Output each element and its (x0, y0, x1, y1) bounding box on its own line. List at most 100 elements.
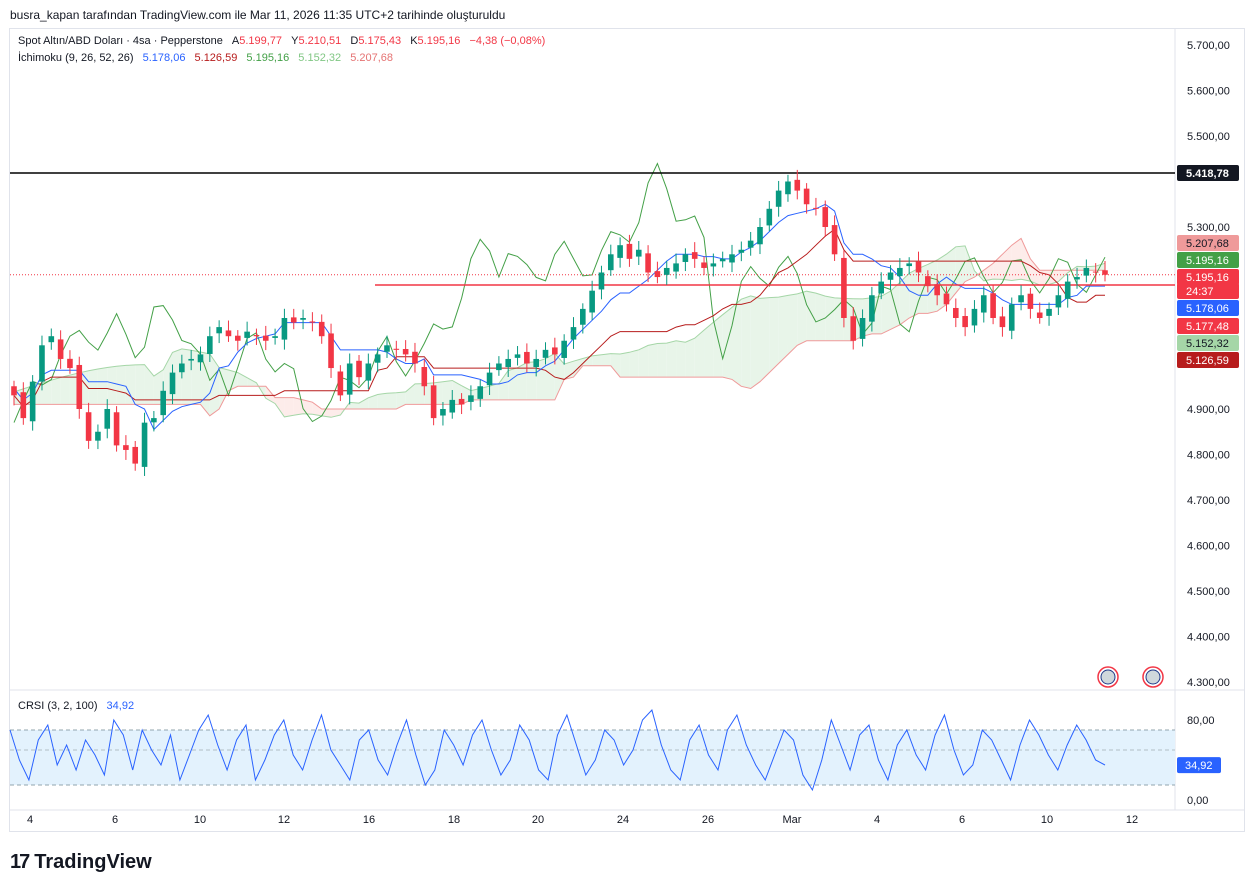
ichimoku-cloud-segment (144, 364, 154, 405)
candle-body (953, 307, 959, 318)
price-tag-text: 5.177,48 (1186, 321, 1229, 333)
ichimoku-cloud-segment (1030, 258, 1040, 286)
candle-body (514, 354, 521, 358)
candle-body (831, 225, 838, 255)
candle-body (729, 254, 735, 263)
ichimoku-cloud-segment (442, 380, 453, 405)
ichimoku-cloud-segment (452, 380, 462, 405)
ichimoku-cloud-segment (778, 295, 788, 364)
ichimoku-span-b-line (14, 237, 1105, 417)
date-tick-label: 4 (27, 814, 33, 826)
price-tick-label: 5.700,00 (1187, 40, 1230, 52)
candle-body (906, 263, 912, 267)
candle-body (234, 335, 241, 341)
candle-body (822, 207, 829, 227)
candle-body (272, 336, 278, 338)
price-tick-label: 4.800,00 (1187, 450, 1230, 462)
crsi-legend[interactable]: CRSI (3, 2, 100) 34,92 (18, 700, 134, 712)
ichimoku-cloud-segment (51, 377, 61, 405)
ichimoku-label: İchimoku (9, 26, 52, 26) (18, 52, 134, 64)
candle-body (67, 358, 73, 369)
ichimoku-tenkan-value: 5.178,06 (142, 52, 186, 64)
candle-body (934, 284, 940, 296)
crsi-value: 34,92 (106, 700, 135, 712)
candle-body (878, 281, 885, 294)
price-tag-text: 24:37 (1186, 286, 1214, 298)
candle-body (225, 330, 232, 337)
date-tick-label: 18 (448, 814, 460, 826)
candle-body (449, 399, 456, 413)
candle-body (412, 351, 418, 364)
attribution-text: busra_kapan tarafından TradingView.com i… (10, 8, 506, 22)
candle-body (887, 272, 894, 280)
candle-body (598, 272, 605, 290)
candle-body (1083, 267, 1090, 276)
ichimoku-cloud-segment (135, 364, 145, 405)
ichimoku-cloud-segment (648, 343, 658, 378)
date-tick-label: 20 (532, 814, 544, 826)
candle-body (179, 363, 185, 373)
candle-body (113, 412, 120, 446)
candle-body (673, 263, 679, 272)
price-tag (1177, 318, 1239, 334)
price-tag (1177, 269, 1239, 285)
candle-body (766, 208, 773, 226)
close-label: K (410, 35, 418, 47)
candle-body (328, 333, 334, 369)
price-tag (1177, 335, 1239, 351)
candle-body (337, 371, 344, 396)
ichimoku-cloud-segment (927, 259, 938, 314)
candle-body (290, 317, 297, 323)
open-value: 5.199,77 (239, 35, 283, 47)
crsi-label: CRSI (3, 2, 100) (18, 700, 98, 712)
tradingview-logo[interactable]: 17 TradingView (10, 851, 152, 874)
crsi-tick-label: 0,00 (1187, 795, 1208, 807)
ichimoku-cloud-segment (582, 355, 593, 366)
event-flag-icon-inner (1145, 669, 1161, 685)
candle-body (794, 179, 801, 191)
candle-body (859, 318, 866, 339)
close-value: 5.195,16 (417, 35, 461, 47)
candle-body (710, 263, 717, 267)
symbol-legend: Spot Altın/ABD Doları · 4sa · Pepperston… (18, 35, 545, 47)
ichimoku-cloud-segment (797, 291, 807, 346)
candle-body (356, 360, 362, 378)
event-flag-icon-inner (1100, 669, 1116, 685)
candle-body (216, 327, 222, 334)
candle-body (477, 386, 484, 399)
price-tick-label: 4.600,00 (1187, 541, 1230, 553)
candle-body (384, 345, 390, 352)
high-label: Y (291, 35, 299, 47)
ichimoku-cloud-segment (610, 353, 621, 378)
candle-body (654, 271, 661, 278)
date-tick-label: 4 (874, 814, 880, 826)
candle-body (962, 316, 968, 328)
date-tick-label: 24 (617, 814, 629, 826)
ichimoku-legend[interactable]: İchimoku (9, 26, 52, 26) 5.178,06 5.126,… (18, 52, 393, 64)
price-tag-text: 5.126,59 (1186, 355, 1229, 367)
tradingview-logo-icon: 17 (10, 851, 30, 873)
candle-body (374, 354, 381, 363)
candle-body (897, 267, 903, 277)
ichimoku-cloud-segment (368, 394, 378, 409)
candle-body (1046, 308, 1052, 316)
ichimoku-cloud-segment (209, 353, 220, 416)
candle-body (542, 349, 549, 358)
open-label: A (231, 35, 240, 47)
candle-body (747, 240, 754, 248)
candle-body (458, 398, 465, 405)
candle-body (1055, 295, 1062, 308)
ichimoku-cloud-segment (899, 273, 910, 325)
candle-body (57, 339, 64, 359)
candle-body (635, 249, 642, 257)
candle-body (151, 418, 157, 423)
candle-body (365, 363, 372, 381)
candle-body (1102, 270, 1108, 275)
date-tick-label: 26 (702, 814, 714, 826)
ichimoku-cloud-segment (769, 297, 779, 373)
symbol-name[interactable]: Spot Altın/ABD Doları · 4sa · Pepperston… (18, 35, 223, 47)
ichimoku-cloud-segment (377, 393, 387, 409)
ichimoku-cloud-segment (284, 397, 294, 417)
candle-body (980, 295, 987, 313)
